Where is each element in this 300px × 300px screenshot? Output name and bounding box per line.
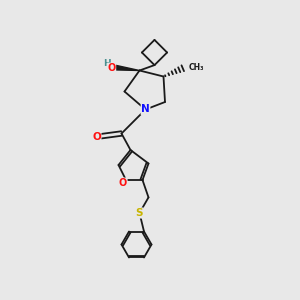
Text: O: O <box>119 178 127 188</box>
Text: S: S <box>136 208 143 218</box>
Text: O: O <box>107 63 116 73</box>
Text: H: H <box>103 59 110 68</box>
Text: O: O <box>92 131 101 142</box>
Text: N: N <box>141 104 150 115</box>
Polygon shape <box>114 65 140 70</box>
Text: CH₃: CH₃ <box>189 63 204 72</box>
